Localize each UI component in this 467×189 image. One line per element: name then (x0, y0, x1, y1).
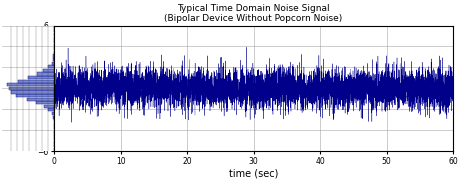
Bar (44, 105, 54, 108)
Bar (52, 62, 54, 65)
Bar (28, 76, 54, 79)
Bar (37, 72, 54, 76)
Bar (27, 98, 54, 101)
Bar (49, 65, 54, 68)
Bar (36, 101, 54, 104)
Y-axis label: Vn RTI (µV): Vn RTI (µV) (26, 65, 35, 112)
Bar (52, 112, 54, 115)
Bar (48, 108, 54, 112)
Bar (18, 80, 54, 83)
Bar (16, 94, 54, 97)
Bar (53, 58, 54, 61)
Bar (43, 69, 54, 72)
Bar (53, 54, 54, 58)
Bar (9, 87, 54, 90)
Title: Typical Time Domain Noise Signal
(Bipolar Device Without Popcorn Noise): Typical Time Domain Noise Signal (Bipola… (164, 4, 343, 23)
Bar (53, 115, 54, 119)
X-axis label: time (sec): time (sec) (229, 169, 278, 179)
Bar (11, 90, 54, 94)
Bar (7, 83, 54, 86)
